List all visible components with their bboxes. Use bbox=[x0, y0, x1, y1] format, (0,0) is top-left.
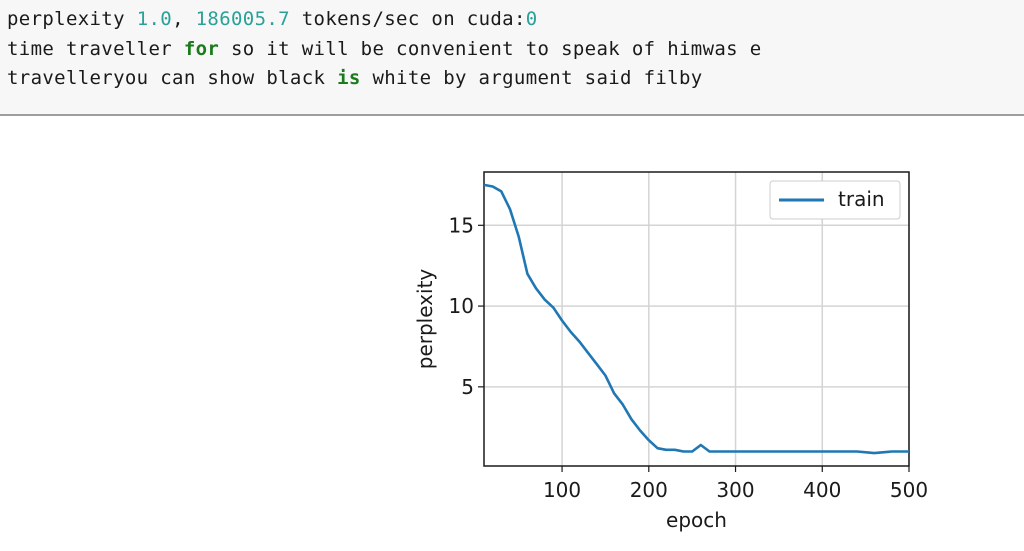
x-tick-label: 200 bbox=[630, 478, 668, 502]
y-tick-label: 5 bbox=[461, 375, 474, 399]
axis-ticks: 100 200 300 400 500 5 10 15 bbox=[449, 213, 929, 502]
perplexity-value: 1.0 bbox=[136, 8, 173, 30]
prediction-text: so it will be convenient to speak of him… bbox=[219, 38, 762, 60]
y-tick-label: 10 bbox=[449, 294, 474, 318]
prediction-line-1: time traveller for so it will be conveni… bbox=[7, 38, 762, 60]
stats-separator: , bbox=[172, 8, 196, 30]
prediction-text: time traveller bbox=[7, 38, 184, 60]
stats-line: perplexity 1.0, 186005.7 tokens/sec on c… bbox=[7, 8, 538, 30]
x-axis-label: epoch bbox=[666, 508, 727, 532]
device-index: 0 bbox=[525, 8, 538, 30]
prediction-line-2: travelleryou can show black is white by … bbox=[7, 67, 703, 89]
output-divider bbox=[0, 114, 1024, 116]
x-tick-label: 500 bbox=[890, 478, 928, 502]
series-group bbox=[483, 183, 909, 455]
stats-device-label: tokens/sec on cuda: bbox=[289, 8, 526, 30]
prediction-text: travelleryou can show black bbox=[7, 67, 338, 89]
prediction-text: white by argument said filby bbox=[360, 67, 703, 89]
keyword-highlight: for bbox=[183, 38, 220, 60]
y-tick-label: 15 bbox=[449, 213, 474, 237]
plot-frame bbox=[483, 171, 910, 467]
stats-prefix: perplexity bbox=[7, 8, 137, 30]
chart-legend: train bbox=[769, 180, 901, 220]
legend-box bbox=[769, 180, 901, 220]
series-line-train bbox=[483, 183, 909, 455]
x-tick-label: 300 bbox=[716, 478, 754, 502]
x-tick-label: 400 bbox=[803, 478, 841, 502]
cell-output: perplexity 1.0, 186005.7 tokens/sec on c… bbox=[0, 0, 1024, 114]
legend-label-train: train bbox=[838, 187, 885, 211]
speed-value: 186005.7 bbox=[195, 8, 290, 30]
y-axis-label: perplexity bbox=[413, 269, 437, 370]
keyword-highlight: is bbox=[337, 67, 361, 89]
x-tick-label: 100 bbox=[543, 478, 581, 502]
